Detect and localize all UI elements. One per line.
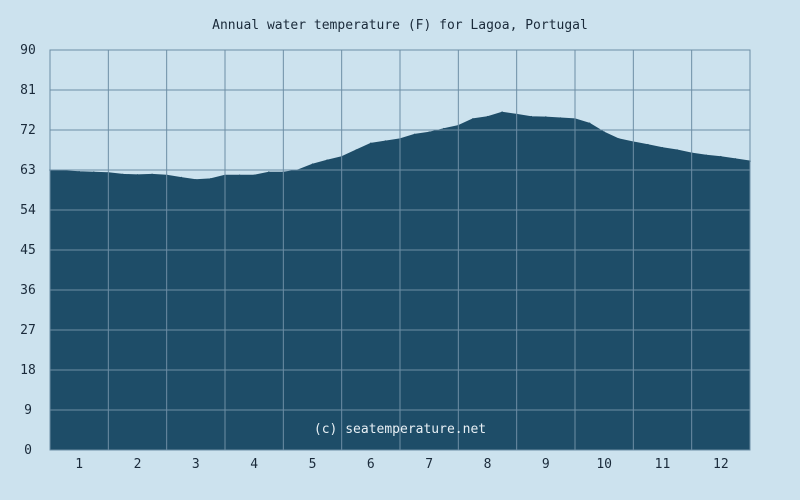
x-tick-label: 11 <box>655 457 671 472</box>
data-point <box>734 158 737 160</box>
y-tick-label: 72 <box>20 123 36 138</box>
data-point <box>661 147 664 149</box>
data-point <box>180 176 183 179</box>
data-point <box>559 117 562 119</box>
data-point <box>647 143 649 146</box>
data-point <box>253 174 255 177</box>
data-point <box>618 138 620 140</box>
data-point <box>326 159 328 161</box>
data-point <box>151 173 153 176</box>
grid-lines <box>49 49 751 451</box>
data-point <box>501 111 503 113</box>
y-axis-ticks: 0 9 18 27 36 45 54 63 72 81 90 <box>20 43 36 458</box>
y-tick-label: 90 <box>20 43 36 58</box>
data-point <box>472 118 474 120</box>
data-point <box>195 179 197 181</box>
x-axis-ticks: 1 2 3 4 5 6 7 8 9 10 11 12 <box>75 457 728 472</box>
data-point <box>676 149 678 151</box>
y-tick-label: 18 <box>20 363 36 378</box>
data-point <box>603 131 605 133</box>
data-point <box>588 122 591 125</box>
x-tick-label: 10 <box>596 457 612 472</box>
y-tick-label: 9 <box>24 403 32 418</box>
data-point <box>311 163 314 165</box>
x-tick-label: 7 <box>425 457 433 472</box>
data-point <box>355 149 358 151</box>
x-tick-label: 4 <box>250 457 258 472</box>
data-point <box>545 116 547 118</box>
x-tick-label: 12 <box>713 457 729 472</box>
x-tick-label: 1 <box>75 457 83 472</box>
x-tick-label: 8 <box>484 457 492 472</box>
data-point <box>530 115 533 118</box>
x-tick-label: 3 <box>192 457 200 472</box>
plot-border <box>49 49 751 451</box>
x-tick-label: 5 <box>309 457 317 472</box>
data-point <box>268 171 270 173</box>
data-point <box>122 173 124 176</box>
data-point <box>486 115 489 118</box>
data-point <box>443 127 445 130</box>
data-point <box>136 174 139 176</box>
data-point <box>370 142 372 145</box>
watermark-text: (c) seatemperature.net <box>314 422 486 437</box>
y-tick-label: 81 <box>20 83 36 98</box>
y-tick-label: 0 <box>24 443 32 458</box>
data-point <box>209 178 212 180</box>
data-point <box>384 140 387 142</box>
data-point <box>705 154 708 157</box>
y-tick-label: 63 <box>20 163 36 178</box>
chart-title: Annual water temperature (F) for Lagoa, … <box>212 18 588 33</box>
y-tick-label: 45 <box>20 243 36 258</box>
x-tick-label: 2 <box>134 457 142 472</box>
x-tick-label: 9 <box>542 457 550 472</box>
data-point <box>238 174 241 177</box>
data-point <box>413 133 416 136</box>
y-tick-label: 54 <box>20 203 36 218</box>
x-tick-label: 6 <box>367 457 375 472</box>
data-point <box>78 171 80 173</box>
data-point <box>93 171 95 173</box>
data-point <box>428 131 431 133</box>
y-tick-label: 27 <box>20 323 36 338</box>
data-point <box>720 155 722 158</box>
y-tick-label: 36 <box>20 283 36 298</box>
